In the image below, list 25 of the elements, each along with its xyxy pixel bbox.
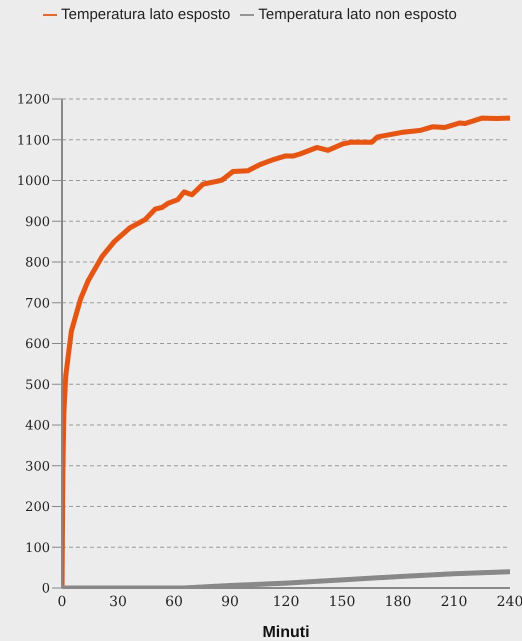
x-tick-label: 240 — [496, 594, 522, 610]
x-tick-label: 90 — [221, 594, 239, 610]
legend-label: Temperatura lato non esposto — [258, 6, 457, 23]
y-tick-label: 700 — [25, 296, 50, 312]
x-tick-label: 150 — [328, 594, 356, 610]
y-tick-label: 500 — [25, 378, 50, 393]
y-tick-label: 300 — [25, 459, 50, 474]
y-tick-label: 600 — [25, 337, 50, 352]
y-tick-label: 0 — [42, 582, 50, 597]
y-tick-label: 100 — [25, 540, 50, 556]
x-tick-label: 210 — [440, 594, 468, 610]
legend-label: Temperatura lato esposto — [61, 6, 230, 23]
x-axis-title: Minuti — [262, 624, 310, 641]
x-tick-label: 0 — [58, 594, 66, 610]
y-tick-label: 1000 — [16, 174, 50, 190]
x-tick-label: 30 — [109, 594, 127, 610]
x-tick-label: 60 — [165, 594, 183, 610]
x-tick-label: 120 — [272, 594, 300, 610]
y-tick-label: 200 — [25, 500, 50, 516]
x-tick-label: 180 — [384, 594, 412, 610]
y-tick-label: 1100 — [16, 133, 50, 148]
y-tick-label: 900 — [25, 214, 50, 230]
y-tick-label: 400 — [25, 418, 50, 434]
y-tick-label: 800 — [25, 256, 50, 271]
y-tick-label: 1200 — [16, 92, 50, 108]
